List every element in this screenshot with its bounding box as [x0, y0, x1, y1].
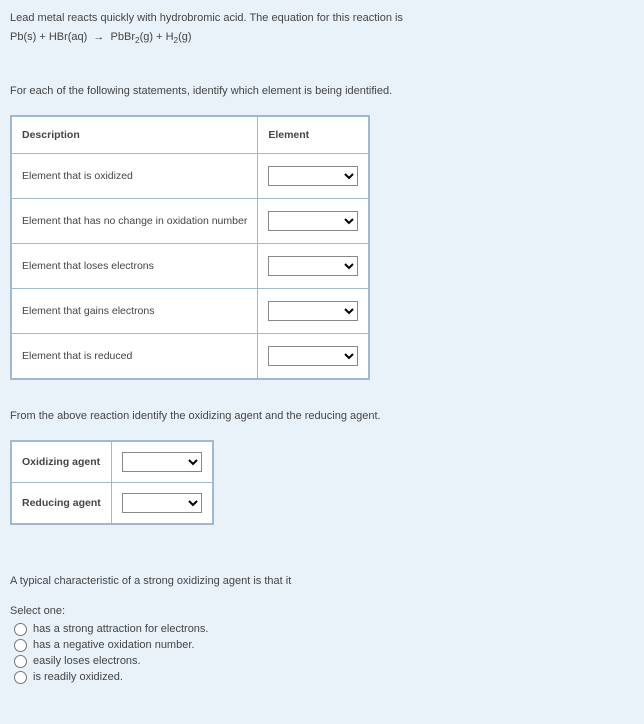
question-2: From the above reaction identify the oxi…: [10, 410, 634, 525]
table-row: Element that gains electrons: [11, 288, 369, 333]
element-cell: [258, 243, 370, 288]
table-row: Element that is reduced: [11, 333, 369, 379]
agents-table: Oxidizing agent Reducing agent: [10, 440, 214, 525]
oxidizing-agent-select[interactable]: [122, 452, 202, 472]
option-item: has a strong attraction for electrons.: [10, 623, 634, 636]
table-row: Reducing agent: [11, 482, 213, 524]
intro-text: Lead metal reacts quickly with hydrobrom…: [10, 10, 634, 27]
element-select-reduced[interactable]: [268, 346, 358, 366]
element-cell: [258, 288, 370, 333]
element-cell: [258, 153, 370, 198]
reducing-agent-label: Reducing agent: [11, 482, 111, 524]
agent-cell: [111, 441, 213, 483]
description-cell: Element that gains electrons: [11, 288, 258, 333]
table-row: Element that has no change in oxidation …: [11, 198, 369, 243]
element-cell: [258, 333, 370, 379]
q3-prompt: A typical characteristic of a strong oxi…: [10, 575, 634, 587]
option-item: is readily oxidized.: [10, 671, 634, 684]
table-row: Oxidizing agent: [11, 441, 213, 483]
element-select-oxidized[interactable]: [268, 166, 358, 186]
q3-radio-c[interactable]: [14, 655, 27, 668]
element-cell: [258, 198, 370, 243]
table1-prompt: For each of the following statements, id…: [10, 85, 634, 97]
element-select-nochange[interactable]: [268, 211, 358, 231]
element-select-loses[interactable]: [268, 256, 358, 276]
question-1: Lead metal reacts quickly with hydrobrom…: [10, 10, 634, 380]
q3-radio-a[interactable]: [14, 623, 27, 636]
option-label: easily loses electrons.: [33, 655, 141, 667]
question-3: A typical characteristic of a strong oxi…: [10, 575, 634, 684]
q3-radio-d[interactable]: [14, 671, 27, 684]
description-cell: Element that is oxidized: [11, 153, 258, 198]
select-one-label: Select one:: [10, 605, 634, 617]
option-item: has a negative oxidation number.: [10, 639, 634, 652]
table2-prompt: From the above reaction identify the oxi…: [10, 410, 634, 422]
element-identification-table: Description Element Element that is oxid…: [10, 115, 370, 380]
q3-options: has a strong attraction for electrons. h…: [10, 623, 634, 684]
option-label: has a strong attraction for electrons.: [33, 623, 208, 635]
table-header-row: Description Element: [11, 116, 369, 154]
option-label: is readily oxidized.: [33, 671, 123, 683]
table-row: Element that is oxidized: [11, 153, 369, 198]
element-select-gains[interactable]: [268, 301, 358, 321]
description-cell: Element that is reduced: [11, 333, 258, 379]
description-cell: Element that loses electrons: [11, 243, 258, 288]
option-label: has a negative oxidation number.: [33, 639, 194, 651]
col-description-header: Description: [11, 116, 258, 154]
reducing-agent-select[interactable]: [122, 493, 202, 513]
oxidizing-agent-label: Oxidizing agent: [11, 441, 111, 483]
table-row: Element that loses electrons: [11, 243, 369, 288]
col-element-header: Element: [258, 116, 370, 154]
reaction-equation: Pb(s) + HBr(aq) → PbBr2(g) + H2(g): [10, 31, 634, 45]
agent-cell: [111, 482, 213, 524]
option-item: easily loses electrons.: [10, 655, 634, 668]
q3-radio-b[interactable]: [14, 639, 27, 652]
description-cell: Element that has no change in oxidation …: [11, 198, 258, 243]
